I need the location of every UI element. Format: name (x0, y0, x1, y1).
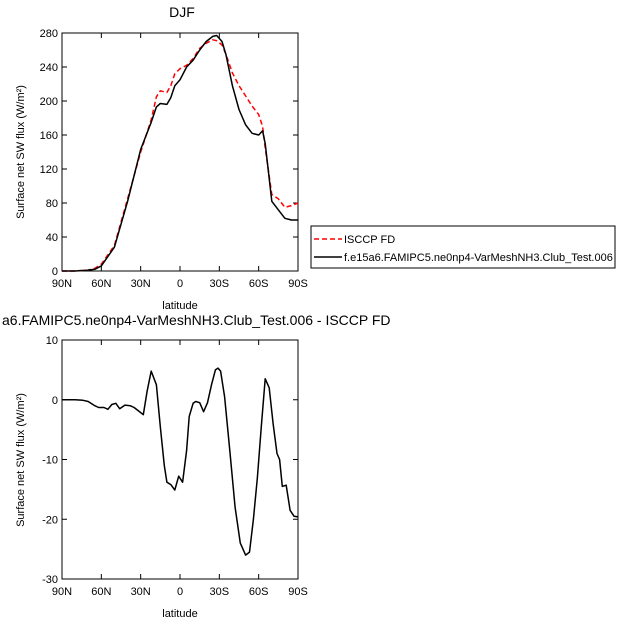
top-y-tick-label: 80 (46, 198, 58, 210)
top-series-line-1 (62, 34, 298, 272)
bottom-plot-frame (61, 339, 299, 580)
bottom-axis-ticks (61, 339, 299, 580)
top-x-tick-label: 90N (52, 278, 72, 290)
top-y-tick-label: 200 (40, 96, 58, 108)
top-y-tick-label: 240 (40, 62, 58, 74)
bottom-x-tick-label: 60N (91, 586, 111, 598)
bottom-y-tick-label: 10 (46, 335, 58, 347)
bottom-y-tick-label: 0 (52, 395, 58, 407)
bottom-title: a6.FAMIPC5.ne0np4-VarMeshNH3.Club_Test.0… (2, 312, 391, 328)
bottom-y-tick-label: -10 (42, 455, 58, 467)
bottom-x-tick-label: 30S (210, 586, 230, 598)
bottom-y-tick-label: -20 (42, 514, 58, 526)
legend-label-model: f.e15a6.FAMIPC5.ne0np4-VarMeshNH3.Club_T… (344, 252, 613, 264)
top-title: DJF (169, 4, 195, 20)
top-x-tick-labels: 90N 60N 30N 0 30S 60S 90S (52, 278, 308, 290)
top-y-tick-label: 160 (40, 130, 58, 142)
top-y-axis-label: Surface net SW flux (W/m²) (15, 85, 27, 219)
top-axis-ticks (61, 32, 299, 272)
bottom-series-line-0 (62, 367, 299, 556)
bottom-x-axis-label: latitude (162, 608, 197, 620)
bottom-x-tick-label: 0 (177, 586, 183, 598)
top-y-tick-label: 120 (40, 164, 58, 176)
top-y-tick-label: 280 (40, 28, 58, 40)
bottom-x-tick-label: 90S (288, 586, 308, 598)
bottom-x-tick-label: 30N (131, 586, 151, 598)
legend: ISCCP FD f.e15a6.FAMIPC5.ne0np4-VarMeshN… (310, 225, 616, 269)
top-x-tick-label: 30S (210, 278, 230, 290)
bottom-x-tick-label: 90N (52, 586, 72, 598)
top-x-tick-label: 0 (177, 278, 183, 290)
top-x-tick-label: 30N (131, 278, 151, 290)
top-x-axis-label: latitude (162, 300, 197, 312)
top-y-tick-label: 0 (52, 266, 58, 278)
top-panel: DJF 0 40 80 120 160 200 240 280 90N 60N 30N 0 30S 60… (15, 4, 308, 312)
top-y-tick-labels: 0 40 80 120 160 200 240 280 (40, 28, 58, 278)
top-series-lines (62, 34, 299, 272)
top-x-tick-label: 60S (249, 278, 269, 290)
legend-label-isccp: ISCCP FD (344, 234, 395, 246)
bottom-x-tick-labels: 90N 60N 30N 0 30S 60S 90S (52, 586, 308, 598)
bottom-series-lines (62, 367, 299, 556)
top-x-tick-label: 90S (288, 278, 308, 290)
bottom-y-axis-label: Surface net SW flux (W/m²) (15, 393, 27, 527)
bottom-x-tick-label: 60S (249, 586, 269, 598)
top-y-tick-label: 40 (46, 232, 58, 244)
bottom-y-tick-labels: -30 -20 -10 0 10 (42, 335, 58, 586)
legend-box (310, 225, 616, 269)
bottom-y-tick-label: -30 (42, 574, 58, 586)
top-x-tick-label: 60N (91, 278, 111, 290)
top-series-line-0 (62, 39, 299, 272)
bottom-panel: a6.FAMIPC5.ne0np4-VarMeshNH3.Club_Test.0… (2, 312, 391, 620)
